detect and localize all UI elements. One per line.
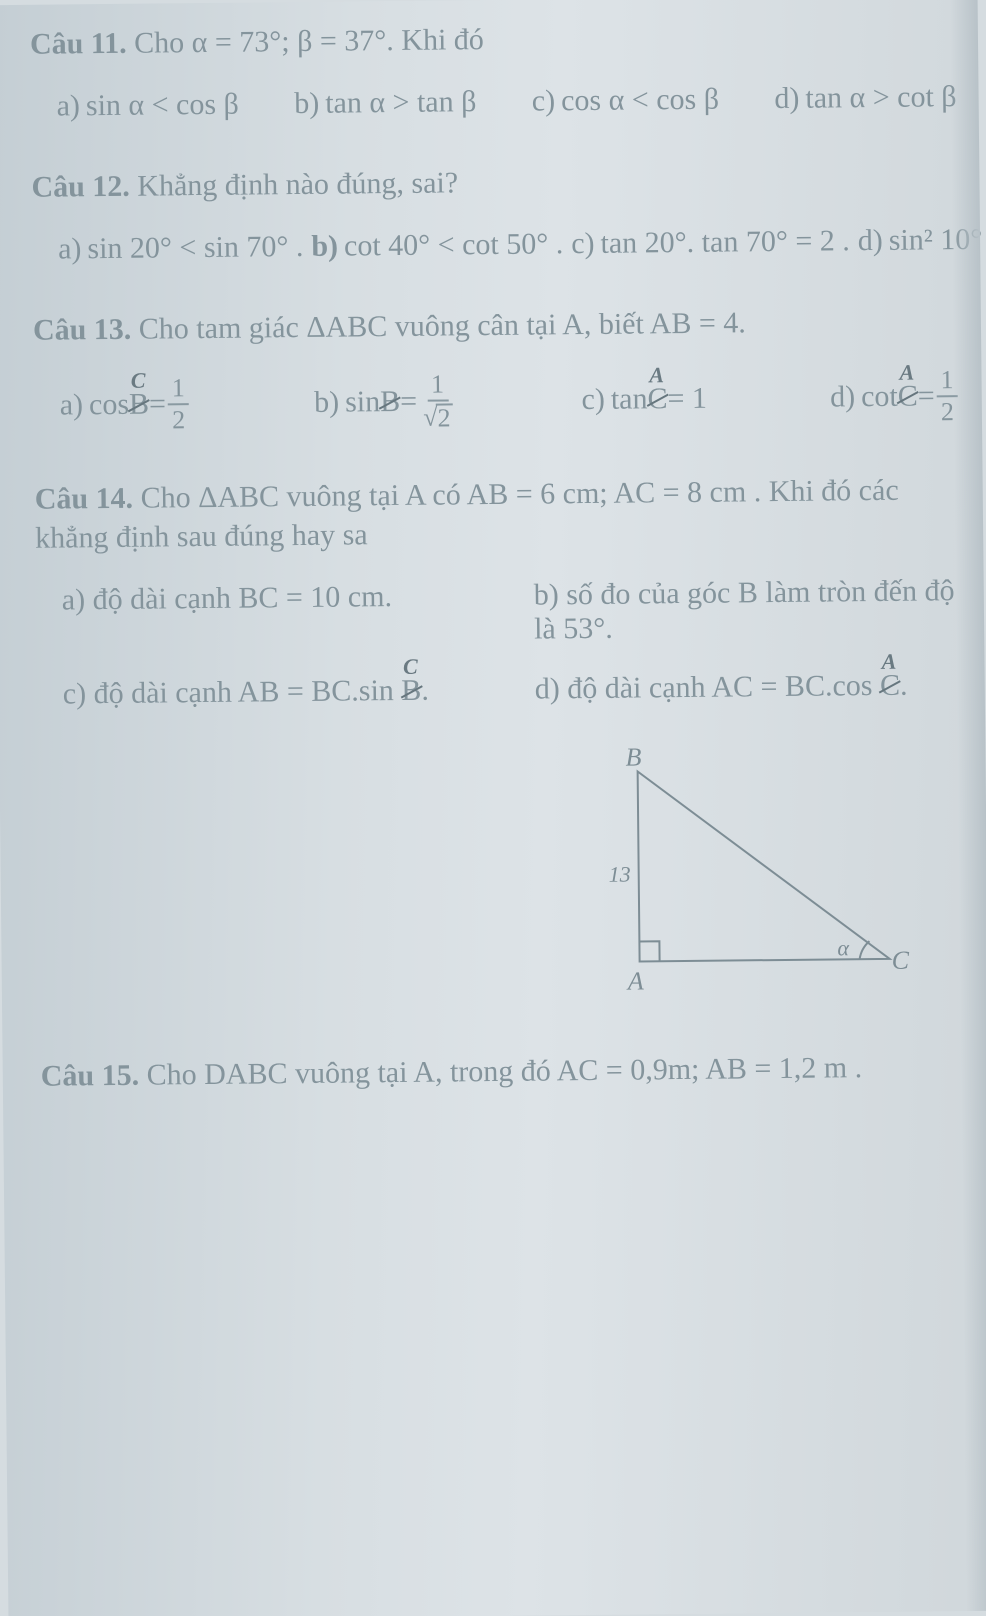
frac-half: 1 2 <box>168 375 190 433</box>
q11-opt-d: d)tan α > cot β <box>774 80 957 116</box>
q11-options: a)sin α < cos β b)tan α > tan β c)cos α … <box>30 80 960 124</box>
q13-opt-c: c) tan C A = 1 <box>581 382 707 417</box>
q11-opt-c: c)cos α < cos β <box>532 83 720 119</box>
q15-lead: Câu 15. <box>41 1059 140 1093</box>
frac-half-2: 1 2 <box>936 367 958 425</box>
question-11: Câu 11. Cho α = 73°; β = 37°. Khi đó a)s… <box>30 15 961 124</box>
tri-label-B: B <box>625 742 641 771</box>
q14-c-edit: B C <box>401 674 421 708</box>
q11-opt-a: a)sin α < cos β <box>56 88 239 124</box>
q12-opt-c: c)tan 20°. tan 70° = 2 . <box>571 224 850 261</box>
q12-rest: Khẳng định nào đúng, sai? <box>130 166 459 202</box>
q11-rest: Cho α = 73°; β = 37°. Khi đó <box>127 23 484 60</box>
q14-opt-d: d) độ dài cạnh AC = BC.cos C A . <box>535 668 967 707</box>
q14-opt-b: b) số đo của góc B làm tròn đến độ là 53… <box>534 574 967 647</box>
frac-sqrt2: 1 2 <box>419 371 457 431</box>
q15-title: Câu 15. Cho DABC vuông tại A, trong đó A… <box>41 1047 971 1096</box>
q14-title: Câu 14. Cho ΔABC vuông tại A có AB = 6 c… <box>35 470 966 558</box>
q13-options: a) cos B C = 1 2 b) sin B = 1 <box>33 366 964 436</box>
triangle-figure: B A C 13 α <box>577 738 970 1007</box>
q14-opt-a: a) độ dài cạnh BC = 10 cm. <box>62 579 494 618</box>
question-15: Câu 15. Cho DABC vuông tại A, trong đó A… <box>41 1047 971 1096</box>
tri-label-A: A <box>626 966 644 995</box>
q13-opt-d: d) cot C A = 1 2 <box>830 367 960 426</box>
q13-opt-b: b) sin B = 1 2 <box>314 371 459 433</box>
q12-title: Câu 12. Khẳng định nào đúng, sai? <box>31 158 961 207</box>
q14-d-edit: C A <box>880 669 900 703</box>
triangle-svg: B A C 13 α <box>577 739 920 1003</box>
q12-opt-a: a)sin 20° < sin 70° . <box>58 230 304 267</box>
tri-side-label: 13 <box>609 862 631 887</box>
q12-options: a)sin 20° < sin 70° . b)cot 40° < cot 50… <box>32 223 962 267</box>
q11-opt-b: b)tan α > tan β <box>294 85 477 121</box>
q12-opt-b: b)cot 40° < cot 50° . <box>311 227 563 264</box>
q14-opt-c: c) độ dài cạnh AB = BC.sin B C . <box>63 673 495 712</box>
q12-opt-d: d)sin² 10° + sin² 80° = <box>858 221 986 258</box>
question-14: Câu 14. Cho ΔABC vuông tại A có AB = 6 c… <box>35 470 971 1013</box>
q14-body: a) độ dài cạnh BC = 10 cm. b) số đo của … <box>36 574 968 738</box>
tri-label-C: C <box>891 946 909 975</box>
q13-a-edit: B C <box>129 388 149 422</box>
q13-title: Câu 13. Cho tam giác ΔABC vuông cân tại … <box>33 301 963 350</box>
question-13: Câu 13. Cho tam giác ΔABC vuông cân tại … <box>33 301 964 436</box>
tri-angle-label: α <box>837 935 849 960</box>
q13-lead: Câu 13. <box>33 313 132 347</box>
q13-c-edit: C A <box>647 382 667 416</box>
question-12: Câu 12. Khẳng định nào đúng, sai? a)sin … <box>31 158 962 267</box>
q11-title: Câu 11. Cho α = 73°; β = 37°. Khi đó <box>30 15 960 64</box>
q14-lead: Câu 14. <box>35 482 134 516</box>
q12-lead: Câu 12. <box>31 170 130 204</box>
q13-opt-a: a) cos B C = 1 2 <box>59 375 191 434</box>
q11-lead: Câu 11. <box>30 27 127 61</box>
q13-d-edit: C A <box>898 380 918 414</box>
q14-rest: Cho ΔABC vuông tại A có AB = 6 cm; AC = … <box>35 474 899 555</box>
q15-rest: Cho DABC vuông tại A, trong đó AC = 0,9m… <box>139 1051 862 1092</box>
q13-rest: Cho tam giác ΔABC vuông cân tại A, biết … <box>131 306 746 345</box>
